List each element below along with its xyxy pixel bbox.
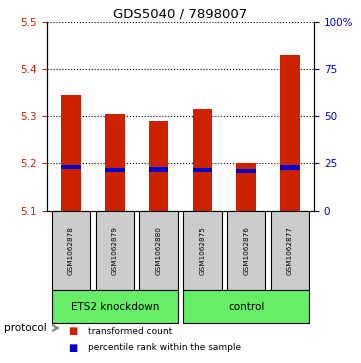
Title: GDS5040 / 7898007: GDS5040 / 7898007	[113, 8, 248, 21]
Bar	[236, 163, 256, 211]
Bar	[192, 109, 212, 211]
Bar	[271, 211, 309, 290]
Bar	[52, 290, 178, 323]
Text: ETS2 knockdown: ETS2 knockdown	[71, 302, 159, 312]
Text: percentile rank within the sample: percentile rank within the sample	[88, 343, 242, 352]
Text: GSM1062880: GSM1062880	[156, 226, 162, 275]
Bar	[183, 211, 222, 290]
Bar	[61, 95, 81, 211]
Bar	[139, 211, 178, 290]
Text: GSM1062878: GSM1062878	[68, 226, 74, 275]
Bar	[227, 211, 265, 290]
Bar	[236, 168, 256, 173]
Bar	[61, 165, 81, 170]
Bar	[149, 167, 169, 172]
Text: GSM1062876: GSM1062876	[243, 226, 249, 275]
Text: control: control	[228, 302, 264, 312]
Bar	[149, 121, 169, 211]
Text: transformed count: transformed count	[88, 327, 173, 336]
Bar	[96, 211, 134, 290]
Bar	[280, 55, 300, 211]
Bar	[280, 165, 300, 170]
Text: GSM1062875: GSM1062875	[199, 226, 205, 275]
Bar	[105, 168, 125, 172]
Bar	[52, 211, 90, 290]
Bar	[183, 290, 309, 323]
Bar	[105, 114, 125, 211]
Text: GSM1062879: GSM1062879	[112, 226, 118, 275]
Text: protocol: protocol	[4, 323, 46, 333]
Bar	[192, 168, 212, 172]
Text: GSM1062877: GSM1062877	[287, 226, 293, 275]
Text: ■: ■	[69, 326, 78, 336]
Text: ■: ■	[69, 343, 78, 352]
